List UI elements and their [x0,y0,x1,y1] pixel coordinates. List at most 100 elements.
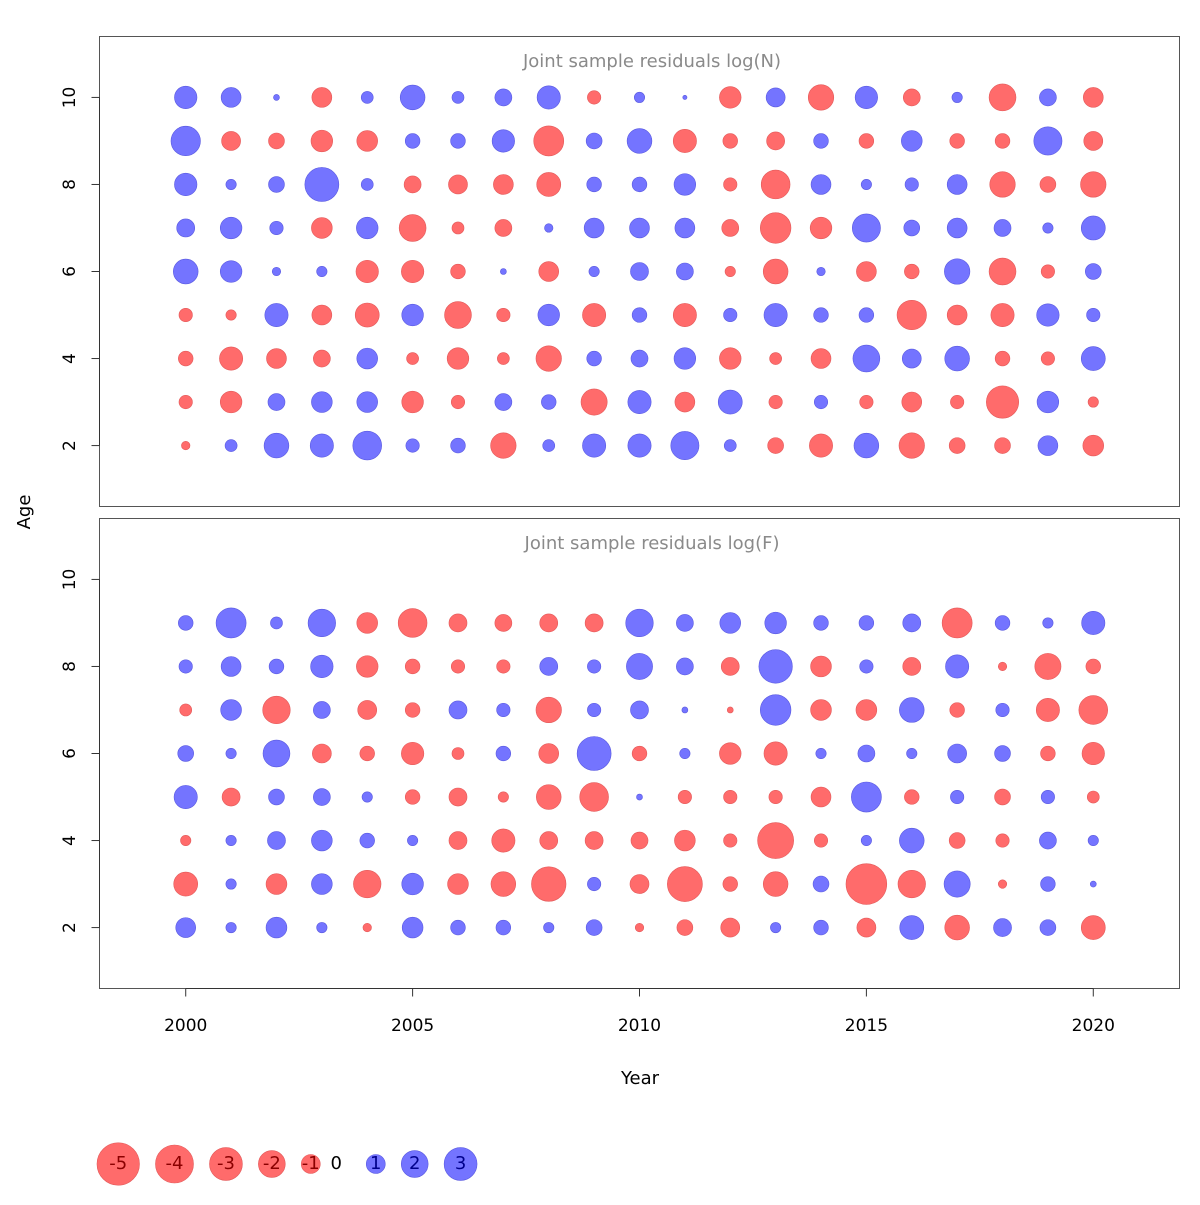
bubble-mark [1083,87,1104,108]
bubble-mark [225,835,237,847]
bubble-mark [225,878,237,890]
bubble-mark [988,83,1017,112]
bubble-mark [496,659,511,674]
legend-label: 3 [455,1153,466,1174]
bubble-mark [1039,88,1057,107]
bubble-mark [450,437,466,454]
bubble-mark [493,174,514,195]
bubble-mark [500,268,507,275]
bubble-mark [630,262,649,281]
bubble-mark [1039,831,1057,850]
bubble-mark [355,259,379,284]
bubble-mark [536,784,562,810]
bubble-mark [496,307,511,323]
bubble-mark [676,657,694,676]
bubble-mark [988,257,1017,286]
bubble-mark [815,747,827,759]
bubble-mark [1080,346,1106,371]
bubble-mark [265,873,288,895]
panel-log-f: Joint sample residuals log(F) 2 4 6 8 10 [60,518,1180,989]
bubble-mark [947,743,967,764]
bubble-mark [580,388,608,416]
bubble-mark [262,739,291,768]
bubble-mark [316,265,328,277]
bubble-mark [582,433,607,458]
bubble-mark [219,346,244,371]
y-tick-label: 4 [60,835,80,846]
bubble-mark [496,702,511,718]
bubble-mark [1039,176,1057,193]
bubble-mark [273,94,280,101]
bubble-mark [672,129,697,153]
bubble-mark [497,352,510,365]
bubble-mark [845,863,888,905]
bubble-mark [307,608,336,638]
bubble-mark [629,874,650,894]
bubble-mark [856,261,877,282]
bubble-mark [813,833,829,848]
bubble-mark [1082,434,1104,457]
bubble-mark [451,747,465,760]
bubble-mark [531,866,567,902]
bubble-mark [538,261,560,282]
bubble-mark [813,615,829,631]
bubble-mark [538,743,560,764]
bubble-mark [220,699,242,721]
bubble-mark [857,744,876,763]
bubble-mark [1087,396,1099,408]
bubble-mark [812,875,830,893]
bubble-mark [178,395,193,410]
legend-label: 2 [409,1153,420,1174]
bubble-mark [1080,215,1106,241]
bubble-mark [724,265,736,277]
bubble-mark [763,741,788,766]
bubble-mark [859,395,874,410]
panel-log-f-bubbles [173,607,1108,941]
bubble-mark [220,87,242,108]
bubble-mark [906,747,918,759]
bubble-mark [809,433,833,458]
bubble-mark [723,177,738,192]
bubble-mark [1040,789,1055,805]
bubble-mark [676,919,694,936]
bubble-mark [353,869,382,899]
bubble-mark [858,307,875,323]
bubble-mark [636,793,643,801]
bubble-mark [220,656,242,677]
y-tick-label: 8 [60,179,80,190]
bubble-mark [994,133,1011,149]
bubble-mark [945,654,970,679]
bubble-mark [902,657,922,676]
bubble-mark [1039,919,1057,936]
bubble-mark [270,616,283,630]
bubble-mark [313,788,331,806]
bubble-mark [760,212,792,244]
bubble-mark [448,700,468,720]
legend-bubble [443,1147,478,1181]
bubble-mark [816,266,826,277]
bubble-mark [723,833,738,848]
bubble-mark [670,431,700,460]
bubble-mark [356,347,378,370]
bubble-mark [810,655,832,678]
bubble-mark [490,871,517,897]
bubble-mark [450,659,466,674]
bubble-mark [361,791,373,803]
bubble-mark [904,177,919,192]
bubble-mark [901,130,923,152]
bubble-mark [401,916,424,939]
bubble-mark [903,219,921,237]
bubble-mark [679,747,691,759]
bubble-mark [313,701,331,719]
bubble-mark [176,218,196,238]
bubble-mark [356,391,378,413]
bubble-mark [989,171,1016,198]
bubble-mark [852,344,881,373]
bubble-mark [448,174,468,195]
bubble-mark [174,172,198,197]
bubble-mark [225,922,237,934]
bubble-mark [356,216,379,240]
bubble-mark [448,831,468,850]
bubble-mark [997,879,1008,889]
bubble-mark [901,348,922,369]
